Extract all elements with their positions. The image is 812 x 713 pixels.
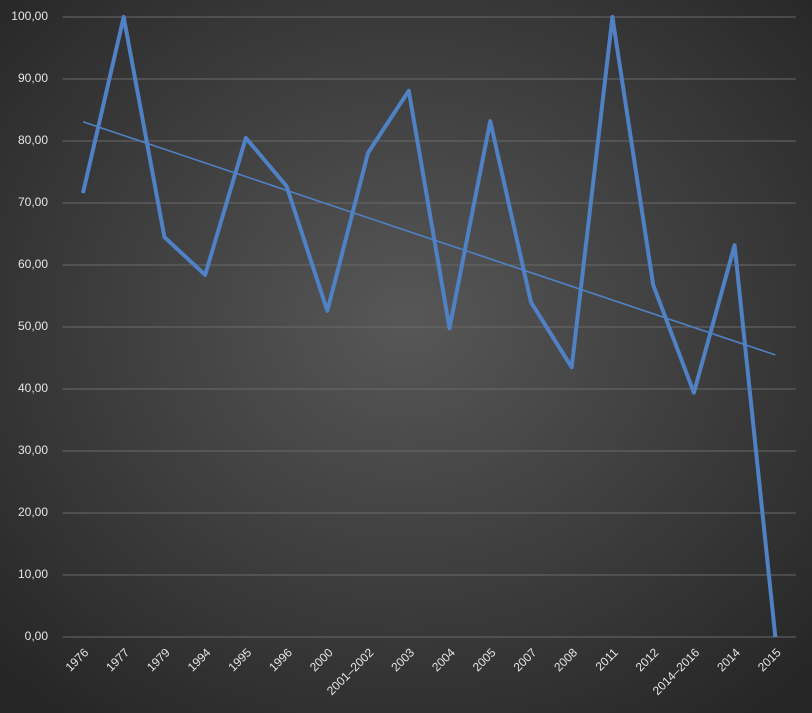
y-tick-label: 20,00 <box>18 505 48 519</box>
y-tick-label: 50,00 <box>18 319 48 333</box>
y-tick-label: 10,00 <box>18 567 48 581</box>
trendline <box>82 121 776 356</box>
y-tick-label: 0,00 <box>25 629 49 643</box>
y-tick-label: 70,00 <box>18 195 48 209</box>
y-tick-label: 80,00 <box>18 133 48 147</box>
y-tick-label: 30,00 <box>18 443 48 457</box>
y-tick-label: 40,00 <box>18 381 48 395</box>
y-tick-label: 100,00 <box>11 9 48 23</box>
y-tick-label: 90,00 <box>18 71 48 85</box>
y-tick-label: 60,00 <box>18 257 48 271</box>
data-line <box>81 15 778 638</box>
